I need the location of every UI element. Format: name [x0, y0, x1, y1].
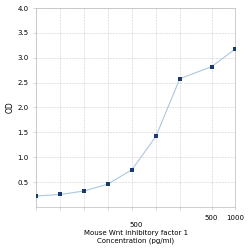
Point	[234, 47, 237, 51]
Point	[106, 182, 110, 186]
Point	[154, 134, 158, 138]
Point	[34, 194, 38, 198]
Y-axis label: OD: OD	[6, 102, 15, 113]
X-axis label: 500
Mouse Wnt inhibitory factor 1
Concentration (pg/ml): 500 Mouse Wnt inhibitory factor 1 Concen…	[84, 222, 188, 244]
Point	[178, 77, 182, 81]
Point	[82, 189, 86, 193]
Point	[130, 168, 134, 172]
Point	[58, 192, 62, 196]
Point	[210, 65, 214, 69]
